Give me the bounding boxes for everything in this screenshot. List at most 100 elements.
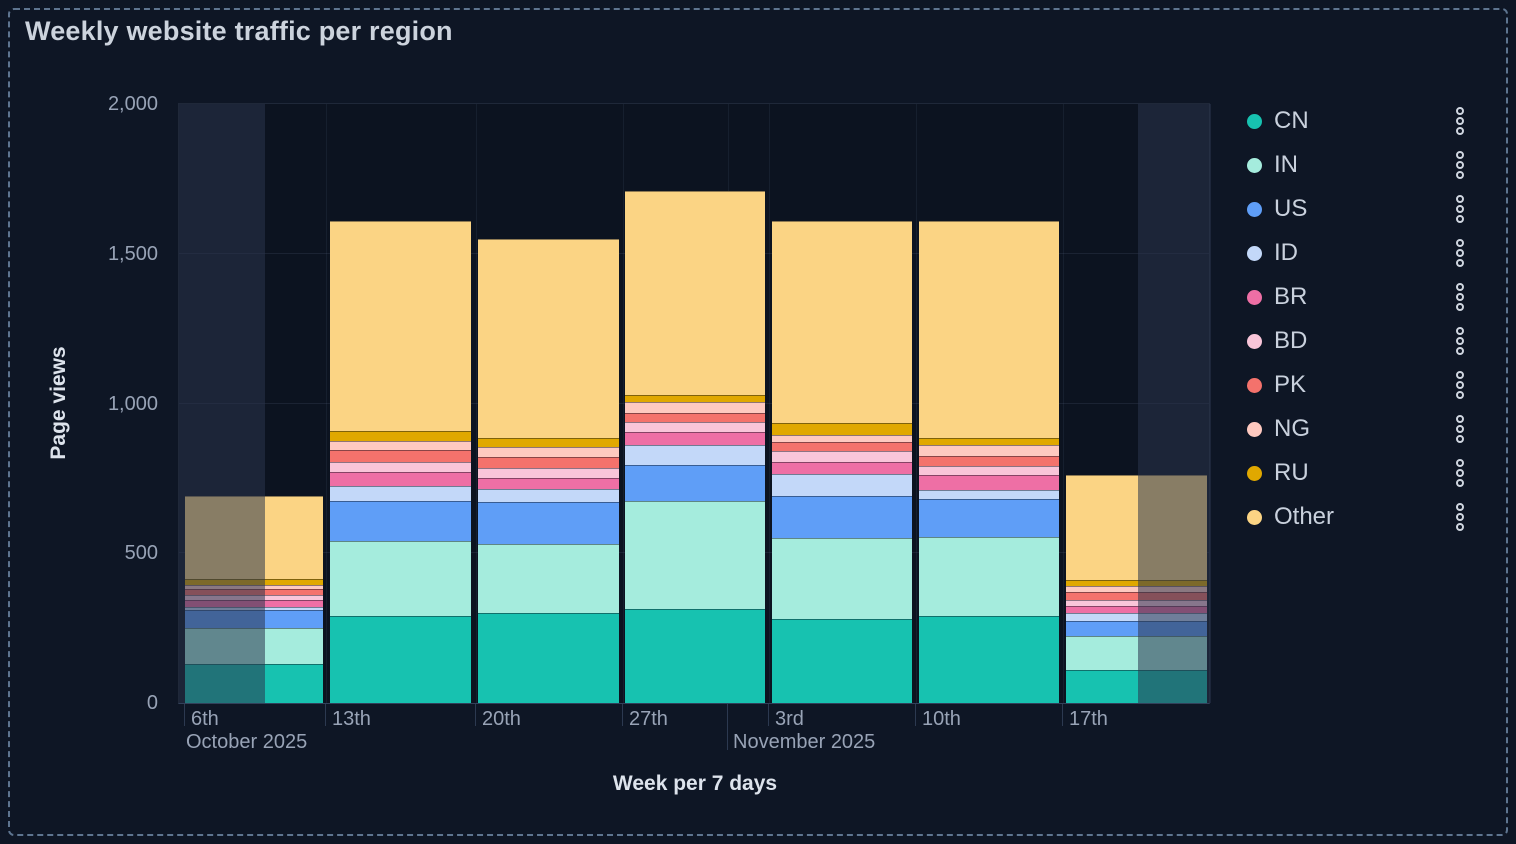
bar-segment-id[interactable] bbox=[625, 445, 765, 465]
bar-segment-pk[interactable] bbox=[330, 449, 471, 462]
bar-segment-in[interactable] bbox=[625, 500, 765, 609]
legend-item-other[interactable]: Other bbox=[1240, 495, 1474, 539]
bar-segment-ng[interactable] bbox=[772, 435, 912, 443]
bar-segment-id[interactable] bbox=[478, 488, 619, 503]
kebab-dot bbox=[1456, 293, 1464, 301]
bar-segment-cn[interactable] bbox=[478, 613, 619, 703]
bar-segment-us[interactable] bbox=[625, 464, 765, 501]
bar-segment-id[interactable] bbox=[919, 490, 1059, 500]
bar-segment-us[interactable] bbox=[330, 500, 471, 542]
legend-item-in[interactable]: IN bbox=[1240, 143, 1474, 187]
legend-item-us[interactable]: US bbox=[1240, 187, 1474, 231]
bar-segment-ru[interactable] bbox=[625, 394, 765, 403]
bar-segment-other[interactable] bbox=[625, 190, 765, 395]
x-tick-label: 13th bbox=[332, 708, 371, 730]
kebab-dot bbox=[1456, 283, 1464, 291]
bar-segment-ng[interactable] bbox=[330, 441, 471, 450]
bar-segment-br[interactable] bbox=[330, 472, 471, 486]
bar-segment-us[interactable] bbox=[772, 496, 912, 539]
bar-segment-other[interactable] bbox=[772, 220, 912, 424]
bar-segment-br[interactable] bbox=[478, 478, 619, 489]
bar-segment-id[interactable] bbox=[1066, 613, 1207, 621]
series-menu-kebab-icon[interactable] bbox=[1452, 455, 1468, 491]
bar-segment-other[interactable] bbox=[919, 220, 1059, 438]
bar-segment-cn[interactable] bbox=[330, 616, 471, 703]
x-tick-label: 3rd bbox=[775, 708, 804, 730]
bar-segment-bd[interactable] bbox=[478, 467, 619, 479]
bar-segment-br[interactable] bbox=[919, 475, 1059, 491]
bar-segment-ng[interactable] bbox=[919, 445, 1059, 456]
y-tick-label: 2,000 bbox=[107, 93, 158, 115]
series-menu-kebab-icon[interactable] bbox=[1452, 191, 1468, 227]
bar-segment-in[interactable] bbox=[478, 544, 619, 614]
bar-segment-pk[interactable] bbox=[919, 455, 1059, 467]
bar-segment-pk[interactable] bbox=[772, 442, 912, 452]
bar-segment-in[interactable] bbox=[330, 541, 471, 617]
bar-segment-ng[interactable] bbox=[625, 402, 765, 413]
bar-segment-bd[interactable] bbox=[330, 461, 471, 473]
bar-segment-id[interactable] bbox=[330, 485, 471, 501]
legend-label[interactable]: BD bbox=[1274, 327, 1308, 354]
bar-segment-ru[interactable] bbox=[919, 438, 1059, 446]
legend-label[interactable]: PK bbox=[1274, 371, 1307, 398]
kebab-dot bbox=[1456, 415, 1464, 423]
kebab-dot bbox=[1456, 425, 1464, 433]
series-menu-kebab-icon[interactable] bbox=[1452, 323, 1468, 359]
legend-label[interactable]: IN bbox=[1274, 151, 1298, 178]
series-menu-kebab-icon[interactable] bbox=[1452, 147, 1468, 183]
bar-segment-pk[interactable] bbox=[625, 412, 765, 422]
series-menu-kebab-icon[interactable] bbox=[1452, 235, 1468, 271]
bar-segment-ru[interactable] bbox=[478, 438, 619, 448]
x-tick-mark bbox=[915, 704, 916, 726]
legend-item-pk[interactable]: PK bbox=[1240, 363, 1474, 407]
x-tick-mark bbox=[622, 704, 623, 726]
series-menu-kebab-icon[interactable] bbox=[1452, 411, 1468, 447]
legend-item-br[interactable]: BR bbox=[1240, 275, 1474, 319]
bar-segment-ru[interactable] bbox=[1066, 580, 1207, 587]
legend-label[interactable]: NG bbox=[1274, 415, 1310, 442]
bar-segment-pk[interactable] bbox=[478, 457, 619, 468]
legend-label[interactable]: Other bbox=[1274, 503, 1335, 530]
bar-segment-bd[interactable] bbox=[625, 421, 765, 432]
legend-item-ng[interactable]: NG bbox=[1240, 407, 1474, 451]
bar-segment-other[interactable] bbox=[478, 238, 619, 439]
series-menu-kebab-icon[interactable] bbox=[1452, 367, 1468, 403]
gridline-vertical bbox=[1063, 104, 1064, 703]
bar-segment-ru[interactable] bbox=[772, 423, 912, 435]
legend-item-ru[interactable]: RU bbox=[1240, 451, 1474, 495]
bar-segment-br[interactable] bbox=[1066, 605, 1207, 614]
legend-color-dot bbox=[1247, 465, 1262, 481]
legend-label[interactable]: BR bbox=[1274, 283, 1308, 310]
series-menu-kebab-icon[interactable] bbox=[1452, 279, 1468, 315]
y-tick-label: 1,000 bbox=[107, 392, 158, 415]
legend-label[interactable]: US bbox=[1274, 195, 1308, 222]
bar-segment-ng[interactable] bbox=[478, 447, 619, 458]
bar-segment-us[interactable] bbox=[478, 502, 619, 545]
series-menu-kebab-icon[interactable] bbox=[1452, 103, 1468, 139]
bar-segment-in[interactable] bbox=[772, 538, 912, 620]
bar-segment-br[interactable] bbox=[772, 461, 912, 474]
bar-segment-pk[interactable] bbox=[1066, 592, 1207, 600]
bar-segment-in[interactable] bbox=[919, 536, 1059, 617]
bar-segment-other[interactable] bbox=[330, 220, 471, 431]
legend-item-id[interactable]: ID bbox=[1240, 231, 1474, 275]
legend-item-cn[interactable]: CN bbox=[1240, 99, 1474, 143]
legend-label[interactable]: ID bbox=[1274, 239, 1298, 266]
bar-segment-bd[interactable] bbox=[1066, 599, 1207, 606]
bar-segment-cn[interactable] bbox=[772, 619, 912, 703]
bar-segment-ng[interactable] bbox=[1066, 586, 1207, 593]
bar-segment-cn[interactable] bbox=[625, 608, 765, 703]
legend-label[interactable]: RU bbox=[1274, 459, 1309, 486]
bar-segment-br[interactable] bbox=[625, 432, 765, 446]
legend-item-bd[interactable]: BD bbox=[1240, 319, 1474, 363]
bar-segment-us[interactable] bbox=[919, 499, 1059, 537]
kebab-dot bbox=[1456, 239, 1464, 247]
bar-segment-ru[interactable] bbox=[330, 430, 471, 441]
legend-color-dot bbox=[1247, 377, 1262, 393]
bar-segment-bd[interactable] bbox=[772, 451, 912, 462]
legend-label[interactable]: CN bbox=[1274, 107, 1309, 134]
bar-segment-id[interactable] bbox=[772, 473, 912, 497]
series-menu-kebab-icon[interactable] bbox=[1452, 499, 1468, 535]
bar-segment-bd[interactable] bbox=[919, 466, 1059, 476]
bar-segment-cn[interactable] bbox=[919, 616, 1059, 703]
